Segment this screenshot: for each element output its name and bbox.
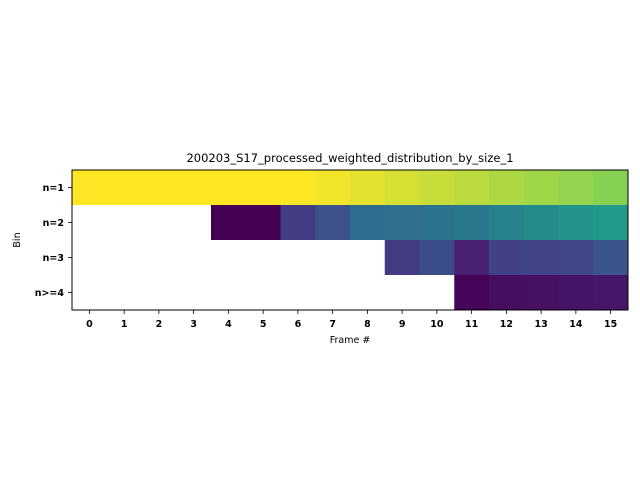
- heatmap-cell-r1-c1: [106, 205, 142, 241]
- x-tick-label: 7: [329, 319, 336, 330]
- chart-title: 200203_S17_processed_weighted_distributi…: [186, 151, 513, 165]
- heatmap-cell-r3-c0: [72, 275, 108, 311]
- heatmap-cell-r0-c10: [419, 170, 455, 206]
- heatmap-cell-r3-c6: [280, 275, 316, 311]
- heatmap-cell-r1-c9: [384, 205, 420, 241]
- heatmap-cell-r0-c2: [141, 170, 177, 206]
- heatmap-cell-r2-c9: [384, 240, 420, 276]
- plot-frame: [71, 169, 629, 311]
- heatmap-cell-r1-c12: [489, 205, 525, 241]
- heatmap-cell-r2-c14: [558, 240, 594, 276]
- heatmap-cell-r2-c10: [419, 240, 455, 276]
- heatmap-cell-r0-c7: [315, 170, 351, 206]
- heatmap-cell-r0-c3: [176, 170, 212, 206]
- x-tick-label: 12: [500, 319, 513, 330]
- x-tick-label: 15: [604, 319, 617, 330]
- heatmap-cell-r2-c6: [280, 240, 316, 276]
- x-tick-label: 5: [260, 319, 267, 330]
- x-tick-label: 14: [569, 319, 583, 330]
- heatmap-cell-r0-c11: [454, 170, 490, 206]
- heatmap-cell-r2-c5: [245, 240, 281, 276]
- x-tick-label: 10: [430, 319, 444, 330]
- heatmap-cell-r2-c3: [176, 240, 212, 276]
- heatmap-cell-r3-c7: [315, 275, 351, 311]
- heatmap-cell-r3-c5: [245, 275, 281, 311]
- heatmap-cell-r3-c1: [106, 275, 142, 311]
- heatmap-cell-r0-c9: [384, 170, 420, 206]
- heatmap-cell-r1-c7: [315, 205, 351, 241]
- x-tick-label: 9: [399, 319, 406, 330]
- x-tick-label: 11: [465, 319, 478, 330]
- heatmap-cell-r1-c15: [593, 205, 629, 241]
- heatmap-cell-r1-c0: [72, 205, 108, 241]
- x-tick-label: 13: [535, 319, 548, 330]
- heatmap-cell-r0-c5: [245, 170, 281, 206]
- heatmap-cell-r1-c6: [280, 205, 316, 241]
- heatmap-cell-r0-c0: [72, 170, 108, 206]
- heatmap-cell-r3-c11: [454, 275, 490, 311]
- x-tick-label: 8: [364, 319, 371, 330]
- heatmap-cell-r2-c13: [523, 240, 559, 276]
- x-axis-ticks: 0 1 2 3 4 5 6 7 8 9 10 11 12 13 14 15: [86, 310, 617, 330]
- x-tick-label: 3: [190, 319, 197, 330]
- heatmap-cell-r0-c15: [593, 170, 629, 206]
- heatmap-cell-r2-c2: [141, 240, 177, 276]
- x-tick-label: 6: [295, 319, 302, 330]
- y-axis-label: Bin: [12, 232, 23, 247]
- x-tick-label: 4: [225, 319, 232, 330]
- heatmap-cell-r0-c6: [280, 170, 316, 206]
- heatmap-cell-r3-c2: [141, 275, 177, 311]
- heatmap-cell-r1-c10: [419, 205, 455, 241]
- x-tick-label: 2: [156, 319, 163, 330]
- heatmap-cell-r2-c0: [72, 240, 108, 276]
- heatmap-cell-r2-c1: [106, 240, 142, 276]
- heatmap-cell-r3-c8: [350, 275, 386, 311]
- heatmap-cell-r0-c13: [523, 170, 559, 206]
- heatmap-cell-r2-c7: [315, 240, 351, 276]
- heatmap-cell-r1-c13: [523, 205, 559, 241]
- heatmap-cell-r3-c3: [176, 275, 212, 311]
- y-tick-label: n=3: [43, 253, 64, 264]
- heatmap-cell-r1-c8: [350, 205, 386, 241]
- heatmap-cell-r3-c4: [211, 275, 247, 311]
- heatmap-cell-r0-c8: [350, 170, 386, 206]
- heatmap-cell-r2-c15: [593, 240, 629, 276]
- heatmap-cell-r1-c14: [558, 205, 594, 241]
- y-tick-label: n=2: [43, 218, 64, 229]
- heatmap-cell-r0-c4: [211, 170, 247, 206]
- heatmap-cell-r2-c8: [350, 240, 386, 276]
- heatmap-cell-r2-c11: [454, 240, 490, 276]
- heatmap-cell-r3-c15: [593, 275, 629, 311]
- heatmap-cell-r0-c14: [558, 170, 594, 206]
- heatmap-cell-r0-c1: [106, 170, 142, 206]
- heatmap-cell-r3-c13: [523, 275, 559, 311]
- x-tick-label: 1: [121, 319, 128, 330]
- heatmap-cell-r3-c10: [419, 275, 455, 311]
- heatmap-cell-r1-c3: [176, 205, 212, 241]
- heatmap-cell-r0-c12: [489, 170, 525, 206]
- heatmap-cell-r2-c4: [211, 240, 247, 276]
- heatmap-cell-r1-c5: [245, 205, 281, 241]
- heatmap-cell-r1-c4: [211, 205, 247, 241]
- y-tick-label: n=1: [43, 183, 64, 194]
- heatmap-cell-r3-c12: [489, 275, 525, 311]
- x-tick-label: 0: [86, 319, 93, 330]
- heatmap-cell-r2-c12: [489, 240, 525, 276]
- heatmap-cell-r1-c11: [454, 205, 490, 241]
- y-axis-ticks: n=1 n=2 n=3 n>=4: [35, 183, 72, 299]
- heatmap-cell-r3-c14: [558, 275, 594, 311]
- heatmap-cell-r3-c9: [384, 275, 420, 311]
- y-tick-label: n>=4: [35, 288, 65, 299]
- heatmap-cell-r1-c2: [141, 205, 177, 241]
- x-axis-label: Frame #: [330, 335, 371, 346]
- heatmap-cells: [72, 170, 629, 311]
